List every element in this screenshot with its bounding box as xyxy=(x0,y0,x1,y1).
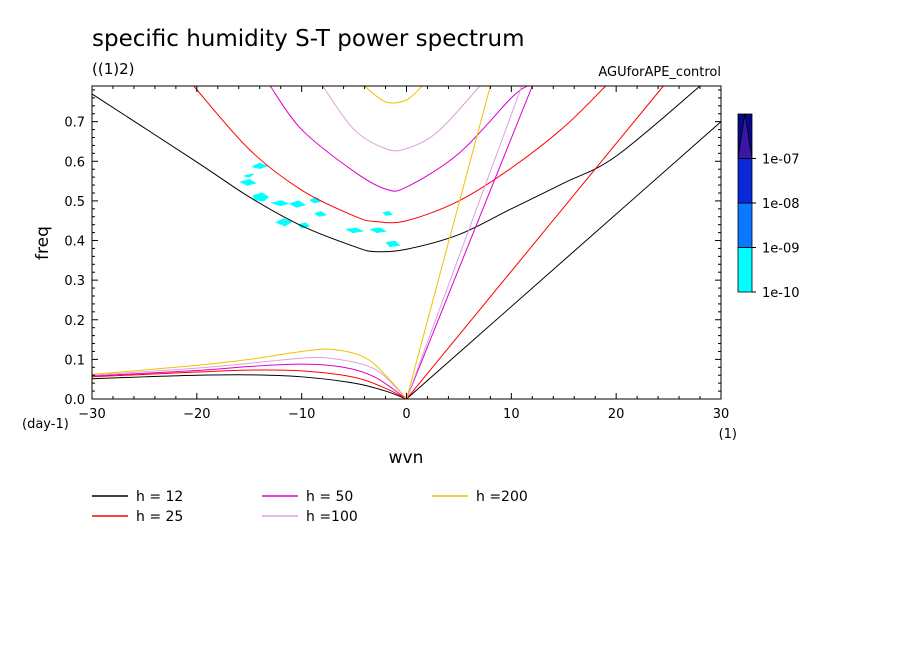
y-axis-label: freq xyxy=(33,226,53,260)
legend-label-h200: h =200 xyxy=(476,489,528,505)
spectrum-region-12 xyxy=(369,227,388,234)
colorbar: 1e-10 1e-09 1e-08 1e-07 xyxy=(737,113,800,301)
y-tick-label: 0.7 xyxy=(64,116,85,131)
legend: h = 12 h = 25 h = 50 h =100 h =200 xyxy=(92,489,528,525)
spectrum-region-9 xyxy=(297,222,311,229)
legend-label-h12: h = 12 xyxy=(136,489,183,505)
x-tick-label: −30 xyxy=(78,407,105,422)
spectrum-region-6 xyxy=(288,200,307,208)
legend-label-h50: h = 50 xyxy=(306,489,353,505)
ig-curve-h50 xyxy=(269,85,528,192)
x-tick-label: −10 xyxy=(288,407,315,422)
rossby-curve-h50 xyxy=(91,363,407,400)
kelvin-curve-h50 xyxy=(406,85,533,400)
kelvin-curve-h25 xyxy=(406,85,664,400)
chart-title: specific humidity S-T power spectrum xyxy=(92,26,524,52)
y-tick-label: 0.0 xyxy=(64,393,85,408)
spectrum-region-7 xyxy=(308,197,322,204)
spectrum-region-11 xyxy=(345,227,365,234)
x-axis-label: wvn xyxy=(389,448,424,468)
rossby-curve-h25 xyxy=(91,369,407,400)
ig-curve-h12 xyxy=(91,85,701,253)
y-tick-label: 0.6 xyxy=(64,155,85,170)
x-tick-label: −20 xyxy=(183,407,210,422)
spectrum-region-10 xyxy=(314,211,328,217)
x-tick-label: 10 xyxy=(503,407,520,422)
rossby-curve-h200 xyxy=(91,348,407,400)
colorbar-triangle xyxy=(737,113,753,159)
plot-frame xyxy=(91,85,722,400)
spectrum-region-3 xyxy=(239,178,257,186)
spectrum-region-13 xyxy=(385,240,401,247)
rossby-curve-h12 xyxy=(91,374,407,400)
y-axis-unit: (day-1) xyxy=(22,417,69,432)
spectrum-region-1 xyxy=(250,162,269,169)
y-tick-label: 0.3 xyxy=(64,274,85,289)
x-tick-label: 20 xyxy=(608,407,625,422)
kelvin-curve-h100 xyxy=(406,85,523,400)
colorbar-label: 1e-10 xyxy=(762,286,800,301)
axis-ticks: −30 −20 −10 0 10 20 30 0.0 0.1 0.2 0.3 0.4 0.5 0.6 0.7 xyxy=(64,86,729,422)
y-tick-label: 0.2 xyxy=(64,314,85,329)
x-tick-label: 30 xyxy=(713,407,730,422)
legend-label-h100: h =100 xyxy=(306,509,358,525)
ig-curve-h200 xyxy=(364,85,423,104)
ig-curve-h100 xyxy=(322,85,481,152)
spectrum-region-8 xyxy=(275,218,293,227)
x-tick-label: 0 xyxy=(402,407,410,422)
spectrum-region-4 xyxy=(252,192,269,202)
kelvin-curve-h12 xyxy=(406,121,722,400)
y-tick-label: 0.5 xyxy=(64,195,85,210)
spectrum-region-14 xyxy=(382,211,393,216)
ig-curve-h25 xyxy=(193,85,607,224)
spectrum-region-2 xyxy=(243,173,254,178)
colorbar-segment-3 xyxy=(737,158,753,204)
plot-area: −30 −20 −10 0 10 20 30 0.0 0.1 0.2 0.3 0.4 0.5 0.6 0.7 xyxy=(64,85,729,422)
y-tick-label: 0.1 xyxy=(64,353,85,368)
spectrum-region-5 xyxy=(270,200,290,207)
chart-subtitle: ((1)2) xyxy=(92,60,135,78)
legend-label-h25: h = 25 xyxy=(136,509,183,525)
colorbar-segment-1 xyxy=(737,247,753,293)
colorbar-label: 1e-07 xyxy=(762,153,800,168)
colorbar-label: 1e-08 xyxy=(762,197,800,212)
rossby-curve-h100 xyxy=(91,356,407,400)
colorbar-segment-2 xyxy=(737,202,753,248)
colorbar-label: 1e-09 xyxy=(762,242,800,257)
dispersion-curves xyxy=(91,85,722,400)
kelvin-curve-h200 xyxy=(406,85,491,400)
y-tick-label: 0.4 xyxy=(64,235,85,250)
dataset-label: AGUforAPE_control xyxy=(598,65,721,80)
spectrum-contours xyxy=(239,162,401,247)
x-axis-unit: (1) xyxy=(719,427,737,442)
